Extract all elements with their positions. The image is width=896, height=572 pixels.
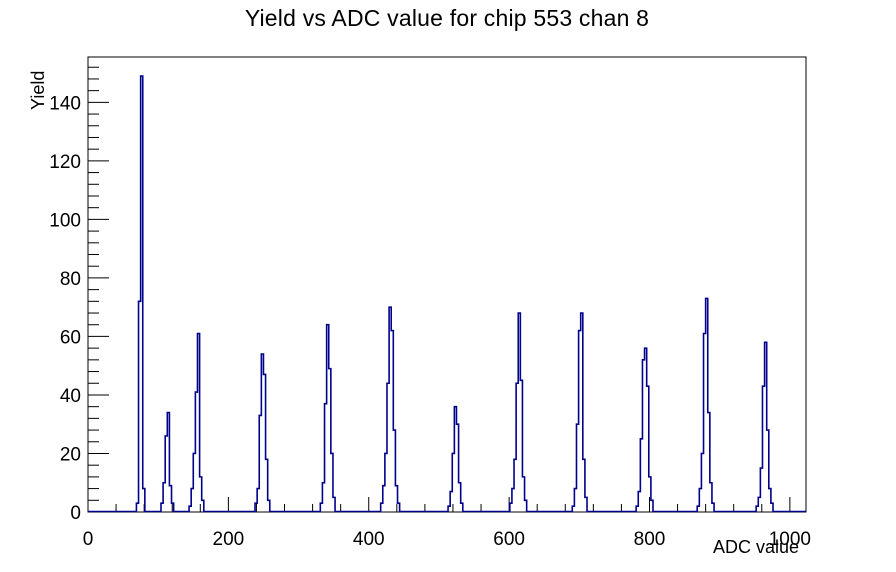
x-tick-label: 400 — [353, 529, 385, 550]
chart-title: Yield vs ADC value for chip 553 chan 8 — [244, 5, 650, 31]
x-axis-title: ADC value — [712, 537, 799, 557]
y-axis-title: Yield — [28, 70, 48, 110]
y-tick-label: 0 — [70, 503, 81, 524]
x-tick-label: 200 — [213, 529, 245, 550]
y-tick-label: 40 — [60, 386, 81, 407]
x-tick-label: 0 — [83, 529, 94, 550]
histogram-line — [88, 75, 806, 513]
x-tick-label: 1000 — [769, 529, 811, 550]
x-tick-label: 800 — [634, 529, 666, 550]
y-tick-label: 120 — [49, 152, 81, 173]
y-tick-label: 100 — [49, 210, 81, 231]
y-tick-label: 140 — [49, 93, 81, 114]
y-tick-label: 60 — [60, 327, 81, 348]
x-tick-label: 600 — [493, 529, 525, 550]
y-tick-label: 20 — [60, 444, 81, 465]
y-tick-label: 80 — [60, 269, 81, 290]
